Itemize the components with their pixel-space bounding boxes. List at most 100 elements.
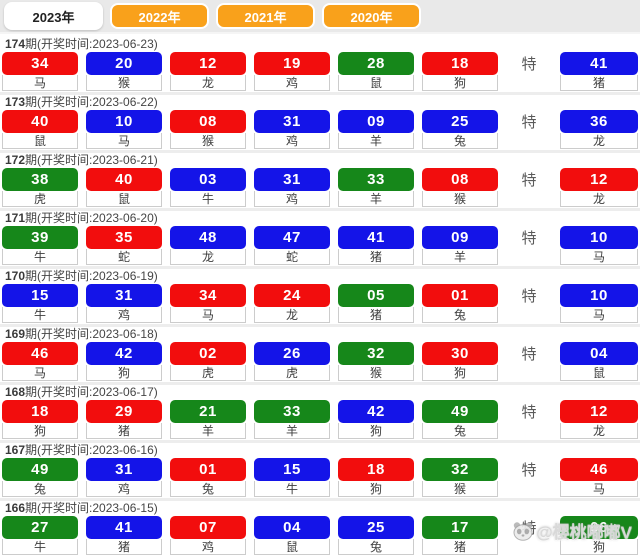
number-ball: 25 [338, 516, 414, 539]
row-period-label: 173期(开奖时间:2023-06-22) [2, 95, 638, 110]
number-ball: 21 [170, 400, 246, 423]
row-numbers-grid: 18 狗 29 猪 21 羊 33 羊 42 狗 49 兔特 12 龙 [2, 400, 638, 439]
draw-time-text: 期(开奖时间:2023-06-22) [25, 95, 158, 109]
zodiac-label: 狗 [338, 423, 414, 439]
zodiac-label: 兔 [422, 133, 498, 149]
zodiac-label: 羊 [170, 423, 246, 439]
number-cell: 08 猴 [422, 168, 498, 207]
tab-year-2020[interactable]: 2020年 [322, 3, 421, 29]
number-cell: 34 马 [2, 52, 78, 91]
number-ball: 18 [338, 458, 414, 481]
zodiac-label: 猪 [422, 539, 498, 555]
number-cell: 35 蛇 [86, 226, 162, 265]
period-number: 167 [5, 443, 26, 457]
special-number-cell: 06 狗 [560, 516, 638, 555]
draw-time-text: 期(开奖时间:2023-06-21) [25, 153, 158, 167]
zodiac-label: 狗 [86, 365, 162, 381]
number-ball: 19 [254, 52, 330, 75]
number-ball: 18 [2, 400, 78, 423]
zodiac-label: 猴 [422, 191, 498, 207]
number-cell: 05 猪 [338, 284, 414, 323]
row-period-label: 169期(开奖时间:2023-06-18) [2, 327, 638, 342]
period-number: 171 [5, 211, 26, 225]
number-ball: 01 [170, 458, 246, 481]
number-cell: 40 鼠 [86, 168, 162, 207]
number-ball: 10 [86, 110, 162, 133]
zodiac-label: 猪 [560, 75, 638, 91]
number-ball: 08 [422, 168, 498, 191]
number-ball: 33 [338, 168, 414, 191]
number-cell: 42 狗 [338, 400, 414, 439]
number-cell: 10 马 [86, 110, 162, 149]
special-flag-label: 特 [521, 56, 537, 73]
number-cell: 03 牛 [170, 168, 246, 207]
draw-time-text: 期(开奖时间:2023-06-18) [25, 327, 158, 341]
zodiac-label: 马 [560, 481, 638, 497]
special-ball: 04 [560, 342, 638, 365]
number-cell: 41 猪 [338, 226, 414, 265]
number-ball: 27 [2, 516, 78, 539]
number-ball: 33 [254, 400, 330, 423]
number-cell: 17 猪 [422, 516, 498, 555]
number-ball: 28 [338, 52, 414, 75]
number-ball: 09 [338, 110, 414, 133]
result-row: 168期(开奖时间:2023-06-17) 18 狗 29 猪 21 羊 33 羊 42 狗 49 兔… [0, 382, 640, 440]
zodiac-label: 羊 [338, 191, 414, 207]
period-number: 166 [5, 501, 26, 515]
number-ball: 32 [422, 458, 498, 481]
number-cell: 08 猴 [170, 110, 246, 149]
number-ball: 17 [422, 516, 498, 539]
row-period-label: 170期(开奖时间:2023-06-19) [2, 269, 638, 284]
row-period-label: 166期(开奖时间:2023-06-15) [2, 501, 638, 516]
row-numbers-grid: 49 兔 31 鸡 01 兔 15 牛 18 狗 32 猴特 46 马 [2, 458, 638, 497]
zodiac-label: 马 [560, 249, 638, 265]
results-list: 174期(开奖时间:2023-06-23) 34 马 20 猴 12 龙 19 鸡 28 鼠 18 狗… [0, 34, 640, 556]
number-ball: 31 [254, 168, 330, 191]
special-flag-label: 特 [521, 172, 537, 189]
zodiac-label: 猪 [86, 539, 162, 555]
number-cell: 04 鼠 [254, 516, 330, 555]
tab-year-2023[interactable]: 2023年 [4, 2, 103, 30]
zodiac-label: 兔 [338, 539, 414, 555]
number-ball: 01 [422, 284, 498, 307]
zodiac-label: 兔 [422, 423, 498, 439]
tab-year-2022[interactable]: 2022年 [110, 3, 209, 29]
number-cell: 12 龙 [170, 52, 246, 91]
number-ball: 31 [86, 458, 162, 481]
zodiac-label: 牛 [2, 307, 78, 323]
special-number-cell: 41 猪 [560, 52, 638, 91]
number-cell: 33 羊 [254, 400, 330, 439]
number-ball: 25 [422, 110, 498, 133]
zodiac-label: 猴 [170, 133, 246, 149]
number-cell: 39 牛 [2, 226, 78, 265]
tab-year-2021[interactable]: 2021年 [216, 3, 315, 29]
number-ball: 31 [254, 110, 330, 133]
number-ball: 12 [170, 52, 246, 75]
period-number: 170 [5, 269, 26, 283]
number-cell: 40 鼠 [2, 110, 78, 149]
number-cell: 32 猴 [422, 458, 498, 497]
result-row: 166期(开奖时间:2023-06-15) 27 牛 41 猪 07 鸡 04 鼠 25 兔 17 猪… [0, 498, 640, 556]
number-cell: 46 马 [2, 342, 78, 381]
number-ball: 34 [2, 52, 78, 75]
zodiac-label: 马 [2, 75, 78, 91]
draw-time-text: 期(开奖时间:2023-06-15) [25, 501, 158, 515]
number-cell: 18 狗 [2, 400, 78, 439]
period-number: 172 [5, 153, 26, 167]
number-ball: 34 [170, 284, 246, 307]
row-numbers-grid: 46 马 42 狗 02 虎 26 虎 32 猴 30 狗特 04 鼠 [2, 342, 638, 381]
number-cell: 25 兔 [422, 110, 498, 149]
period-number: 169 [5, 327, 26, 341]
number-ball: 03 [170, 168, 246, 191]
zodiac-label: 鸡 [254, 191, 330, 207]
number-cell: 29 猪 [86, 400, 162, 439]
row-period-label: 167期(开奖时间:2023-06-16) [2, 443, 638, 458]
special-number-cell: 12 龙 [560, 168, 638, 207]
zodiac-label: 猪 [338, 249, 414, 265]
draw-time-text: 期(开奖时间:2023-06-20) [25, 211, 158, 225]
number-cell: 48 龙 [170, 226, 246, 265]
row-period-label: 172期(开奖时间:2023-06-21) [2, 153, 638, 168]
number-ball: 04 [254, 516, 330, 539]
zodiac-label: 虎 [170, 365, 246, 381]
number-ball: 39 [2, 226, 78, 249]
